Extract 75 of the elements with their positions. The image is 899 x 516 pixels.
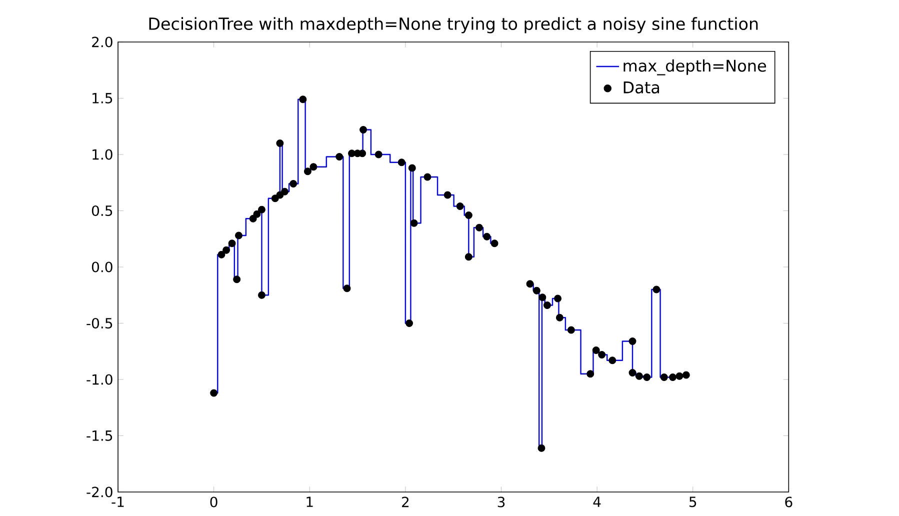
point (276, 140, 284, 147)
point (538, 444, 546, 452)
point (398, 158, 406, 166)
y-tick-label: -2.0 (86, 486, 112, 498)
x-tick-label: 2 (402, 496, 408, 508)
point (464, 212, 472, 219)
point (228, 240, 236, 248)
point (567, 326, 575, 334)
point (253, 210, 261, 218)
point (424, 173, 432, 181)
point (258, 291, 266, 299)
point (299, 96, 307, 104)
point (652, 286, 660, 294)
y-tick-label: 2.0 (92, 36, 112, 48)
y-tick-label: -0.5 (86, 318, 112, 329)
point (526, 280, 534, 288)
point (290, 180, 298, 188)
point (628, 338, 636, 345)
legend-label: Data (624, 82, 660, 94)
point (475, 224, 483, 232)
point (360, 126, 368, 134)
point (444, 191, 452, 199)
point (410, 219, 418, 227)
point (222, 246, 230, 254)
point (660, 374, 668, 381)
y-tick-label: 0.0 (92, 262, 112, 272)
point (586, 370, 594, 378)
x-tick-label: 1 (306, 496, 313, 507)
x-tick-label: 5 (689, 496, 696, 508)
point (280, 188, 288, 196)
point (608, 356, 616, 364)
point (532, 286, 540, 294)
point (556, 314, 564, 322)
point (374, 150, 382, 158)
point (304, 168, 312, 176)
point (592, 346, 600, 354)
legend-label: max_depth=None (624, 59, 766, 76)
point (669, 374, 676, 381)
point (258, 206, 266, 214)
point (249, 214, 257, 222)
point (310, 163, 318, 171)
point (682, 371, 690, 379)
point (233, 276, 241, 284)
point (408, 164, 416, 172)
y-tick-label: 1.5 (92, 93, 112, 104)
point (456, 202, 464, 210)
point (210, 389, 218, 397)
x-tick-label: 3 (498, 496, 505, 508)
y-tick-label: 1.0 (92, 149, 112, 160)
point (635, 372, 643, 380)
point (464, 253, 472, 261)
point (538, 294, 546, 302)
point (406, 319, 413, 327)
point (483, 232, 491, 240)
x-tick-label: -1 (112, 496, 124, 507)
point (554, 294, 562, 302)
point (218, 250, 226, 258)
point (543, 301, 551, 309)
chart-title: DecisionTree with maxdepth=None trying to predict a noisy sine function (149, 17, 758, 34)
y-tick-label: -1.5 (86, 430, 112, 441)
point (234, 232, 242, 240)
point (643, 374, 651, 381)
point (598, 351, 606, 358)
x-tick-label: 6 (785, 496, 792, 508)
x-tick-label: 4 (593, 496, 601, 507)
point (271, 194, 279, 202)
point (343, 284, 351, 292)
point (676, 372, 684, 380)
point (490, 240, 498, 248)
x-tick-label: 0 (210, 496, 218, 508)
y-tick-label: -1.0 (86, 374, 112, 385)
point (358, 150, 366, 158)
y-tick-label: 0.5 (92, 205, 112, 216)
point (628, 369, 636, 376)
point (336, 153, 344, 160)
